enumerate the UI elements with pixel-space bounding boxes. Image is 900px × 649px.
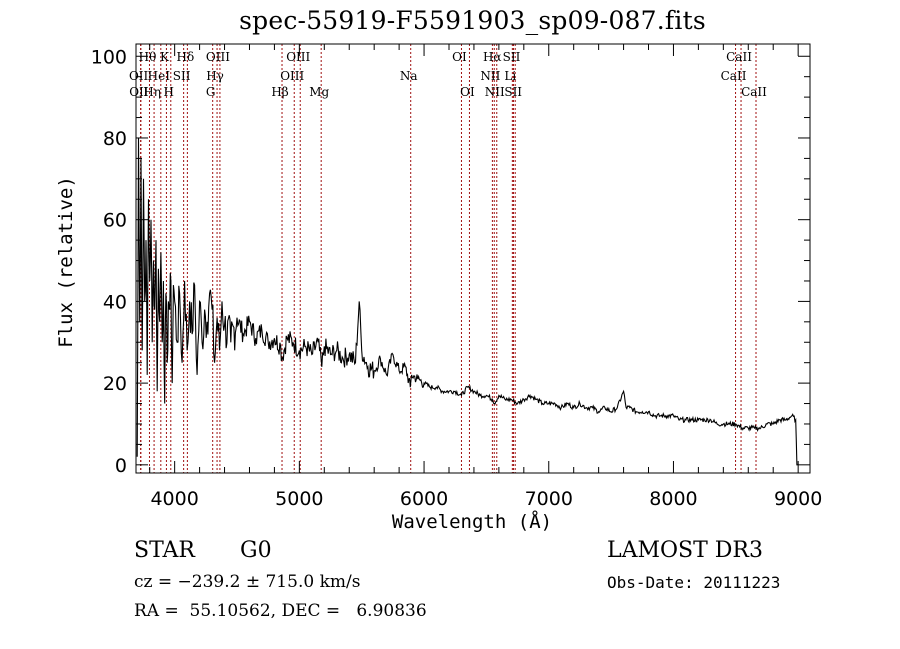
x-tick-label: 9000 (774, 488, 822, 510)
axis-tick-labels: 4000 5000 6000 7000 8000 9000 0 20 40 60 80 100 (91, 46, 823, 510)
line-marker-label: SII (503, 50, 521, 64)
object-class: STAR (134, 538, 195, 563)
line-marker-label: OIII (206, 50, 230, 64)
y-tick-label: 0 (115, 455, 127, 477)
line-marker-label: Na (400, 69, 418, 83)
x-tick-label: 8000 (649, 488, 697, 510)
x-axis-label: Wavelength (Å) (392, 510, 552, 533)
y-tick-label: 100 (91, 46, 127, 68)
line-marker-label: NII (480, 69, 500, 83)
line-marker-label: Hα (483, 50, 502, 64)
line-marker-label: NII (485, 85, 505, 99)
x-tick-label: 4000 (150, 488, 198, 510)
x-tick-label: 5000 (275, 488, 323, 510)
axis-ticks (136, 44, 810, 473)
line-marker-label: Hδ (177, 50, 195, 64)
line-marker-label: Mg (309, 85, 329, 99)
line-marker-label: Hγ (206, 69, 224, 83)
x-tick-label: 7000 (525, 488, 573, 510)
line-marker-label: G (206, 85, 216, 99)
y-tick-label: 60 (103, 210, 127, 232)
line-marker-label: CaII (721, 69, 747, 83)
line-marker-label: H (164, 85, 174, 99)
line-marker-label: Hθ (139, 50, 157, 64)
line-marker-label: Hη (143, 85, 161, 99)
line-marker-label: OI (452, 50, 467, 64)
plot-frame (135, 43, 811, 474)
redshift-value: cz = −239.2 ± 715.0 km/s (134, 572, 361, 592)
line-marker-label: OIII (280, 69, 304, 83)
y-tick-label: 40 (103, 291, 127, 313)
line-marker-label: Li (504, 69, 516, 83)
observation-date: Obs-Date: 20111223 (607, 573, 781, 592)
y-tick-label: 80 (103, 128, 127, 150)
line-marker-label: HeI (148, 69, 171, 83)
survey-name: LAMOST DR3 (607, 538, 763, 563)
coordinates: RA = 55.10562, DEC = 6.90836 (134, 601, 427, 621)
y-tick-label: 20 (103, 373, 127, 395)
line-marker-label: OII (129, 85, 149, 99)
line-marker-label: CaII (726, 50, 752, 64)
line-marker-label: OI (460, 85, 475, 99)
spectral-line-markers (140, 44, 757, 473)
x-tick-label: 6000 (400, 488, 448, 510)
line-marker-label: CaII (741, 85, 767, 99)
y-axis-label: Flux (relative) (55, 176, 77, 348)
series-layer (136, 137, 799, 466)
line-marker-label: SII (173, 69, 191, 83)
object-subclass: G0 (240, 538, 272, 563)
line-marker-label: Hβ (271, 85, 288, 99)
line-marker-label: SII (504, 85, 522, 99)
line-marker-label: OII (129, 69, 149, 83)
series-spectrum (136, 137, 799, 466)
line-marker-label: OIII (286, 50, 310, 64)
line-marker-label: K (160, 50, 170, 64)
chart-title: spec-55919-F5591903_sp09-087.fits (239, 6, 706, 35)
